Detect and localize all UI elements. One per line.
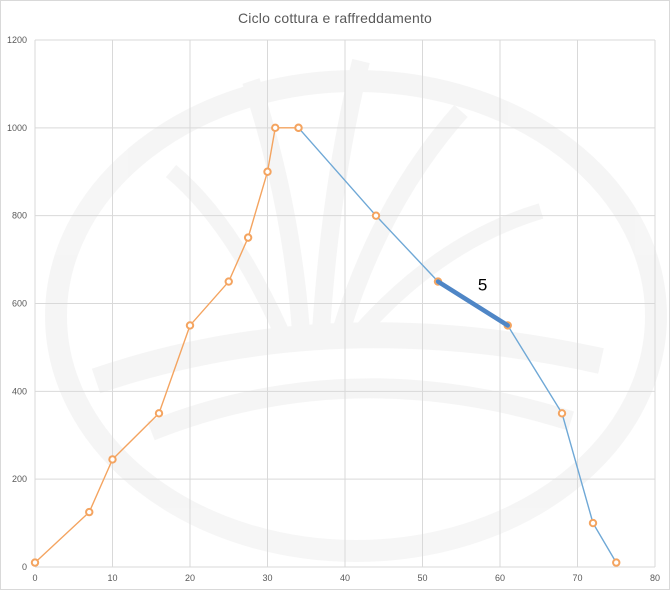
series-1-point bbox=[154, 409, 164, 418]
y-tick-label: 600 bbox=[12, 299, 27, 309]
series-1-point bbox=[271, 123, 280, 133]
x-tick-label: 0 bbox=[32, 573, 37, 583]
highlight-label: 5 bbox=[478, 276, 487, 295]
series-2-point bbox=[612, 558, 621, 567]
grid-lines bbox=[34, 39, 656, 568]
x-tick-label: 10 bbox=[107, 573, 117, 583]
y-tick-label: 0 bbox=[22, 562, 27, 572]
series-1-point bbox=[108, 455, 117, 464]
x-tick-label: 30 bbox=[262, 573, 272, 583]
y-tick-label: 800 bbox=[12, 211, 27, 221]
chart-title: Ciclo cottura e raffreddamento bbox=[237, 10, 433, 26]
series-2-point bbox=[557, 409, 567, 418]
x-tick-label: 40 bbox=[340, 573, 350, 583]
x-tick-label: 70 bbox=[572, 573, 582, 583]
y-tick-label: 200 bbox=[12, 474, 27, 484]
x-tick-label: 20 bbox=[185, 573, 195, 583]
series-markers bbox=[30, 123, 621, 567]
x-tick-label: 80 bbox=[650, 573, 660, 583]
series-1-point bbox=[85, 507, 94, 517]
series-1-point bbox=[263, 167, 272, 176]
y-tick-label: 1000 bbox=[7, 123, 27, 133]
series-2-point bbox=[294, 123, 303, 133]
series-2-point bbox=[371, 211, 381, 220]
y-tick-label: 1200 bbox=[7, 35, 27, 45]
x-tick-label: 60 bbox=[495, 573, 505, 583]
series-1-point bbox=[243, 233, 253, 242]
y-tick-label: 400 bbox=[12, 386, 27, 396]
highlight-segment bbox=[435, 279, 510, 328]
series-1-line bbox=[34, 127, 299, 564]
watermark-logo bbox=[45, 58, 667, 562]
x-tick-label: 50 bbox=[417, 573, 427, 583]
annotations: 5 bbox=[435, 276, 510, 328]
series-1-point bbox=[185, 321, 195, 330]
series-1-point bbox=[30, 558, 40, 567]
series-2-point bbox=[588, 518, 598, 528]
series-1-point bbox=[224, 277, 233, 286]
